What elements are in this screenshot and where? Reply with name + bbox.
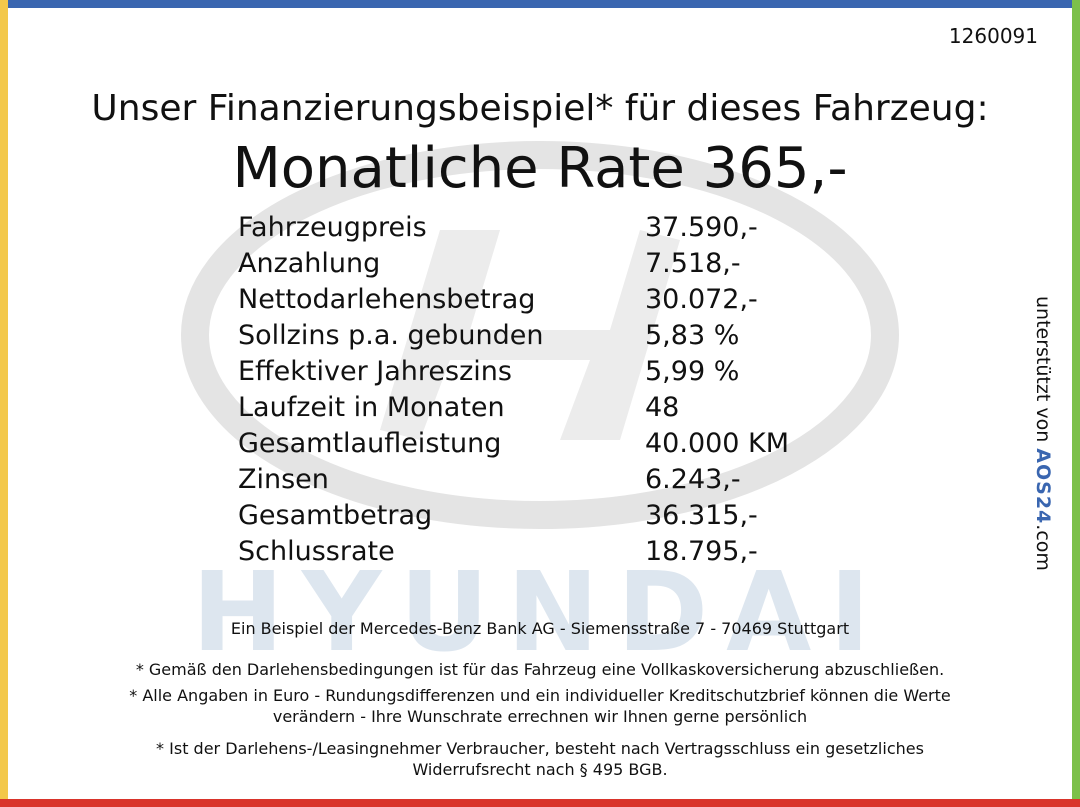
row-value: 5,99 % — [645, 356, 740, 387]
row-value: 5,83 % — [645, 320, 740, 351]
row-label: Anzahlung — [238, 248, 381, 279]
row-value: 7.518,- — [645, 248, 741, 279]
side-label: unterstützt von — [1032, 296, 1054, 443]
row-value: 30.072,- — [645, 284, 758, 315]
row-label: Nettodarlehensbetrag — [238, 284, 536, 315]
note-line: * Ist der Darlehens-/Leasingnehmer Verbr… — [156, 739, 924, 758]
reference: 1260091 — [948, 24, 1038, 48]
side-credit: unterstützt von AOS24.com — [1032, 296, 1054, 571]
title: Unser Finanzierungsbeispiel* für dieses … — [91, 88, 989, 129]
side-domain: .com — [1032, 524, 1054, 571]
row-label: Zinsen — [238, 464, 329, 495]
row-label: Gesamtbetrag — [238, 500, 433, 531]
note-line: verändern - Ihre Wunschrate errechnen wi… — [272, 707, 808, 726]
row-value: 48 — [645, 392, 680, 423]
row-value: 40.000 KM — [645, 428, 790, 459]
note-line: * Alle Angaben in Euro - Rundungsdiffere… — [129, 686, 951, 705]
row-label: Fahrzeugpreis — [238, 212, 427, 243]
rate: Monatliche Rate 365,- — [232, 136, 848, 201]
row-label: Sollzins p.a. gebunden — [238, 320, 544, 351]
svg-text:HYUNDAI: HYUNDAI — [192, 548, 888, 676]
row-value: 18.795,- — [645, 536, 758, 567]
row-value: 37.590,- — [645, 212, 758, 243]
bank: Ein Beispiel der Mercedes-Benz Bank AG -… — [230, 619, 850, 638]
row-label: Gesamtlaufleistung — [238, 428, 502, 459]
row-label: Laufzeit in Monaten — [238, 392, 505, 423]
note-line: * Gemäß den Darlehensbedingungen ist für… — [135, 660, 945, 679]
row-value: 6.243,- — [645, 464, 741, 495]
side-brand: AOS24 — [1032, 448, 1054, 525]
row-value: 36.315,- — [645, 500, 758, 531]
row-label: Schlussrate — [238, 536, 395, 567]
row-label: Effektiver Jahreszins — [238, 356, 512, 387]
note-line: Widerrufsrecht nach § 495 BGB. — [412, 760, 668, 779]
